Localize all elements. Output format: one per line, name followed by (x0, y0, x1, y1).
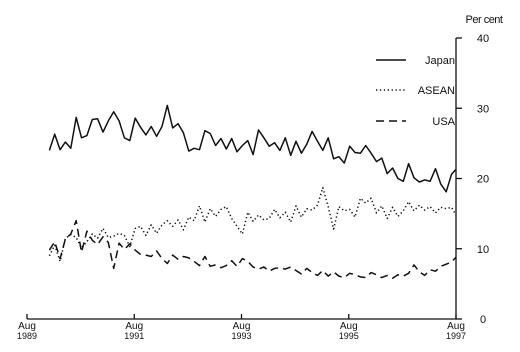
x-tick-label: Aug (447, 321, 465, 332)
series-line-asean (48, 186, 457, 263)
series-lines (48, 104, 457, 280)
x-tick-label: Aug (125, 321, 143, 332)
x-tick-label-year: 1995 (339, 331, 359, 341)
series-line-japan (48, 104, 457, 193)
x-tick-label-year: 1989 (17, 331, 37, 341)
x-tick-label-year: 1991 (124, 331, 144, 341)
legend-label-asean: ASEAN (418, 85, 455, 97)
legend-label-japan: Japan (425, 55, 455, 67)
y-tick-label: 30 (477, 103, 489, 115)
x-tick-label-year: 1993 (231, 331, 251, 341)
series-line-usa (48, 219, 457, 280)
y-tick-label: 20 (477, 174, 489, 186)
x-tick-label: Aug (340, 321, 358, 332)
y-tick-label: 10 (477, 244, 489, 256)
legend: Japan ASEAN USA (376, 55, 456, 128)
x-tick-label: Aug (18, 321, 36, 332)
legend-label-usa: USA (432, 116, 455, 128)
y-tick-label: 0 (480, 314, 486, 326)
y-axis-ticks: 0 10 20 30 40 (456, 33, 489, 326)
y-axis-label: Per cent (466, 14, 503, 26)
x-tick-label-year: 1997 (446, 331, 466, 341)
y-tick-label: 40 (477, 33, 489, 45)
x-tick-label: Aug (233, 321, 251, 332)
